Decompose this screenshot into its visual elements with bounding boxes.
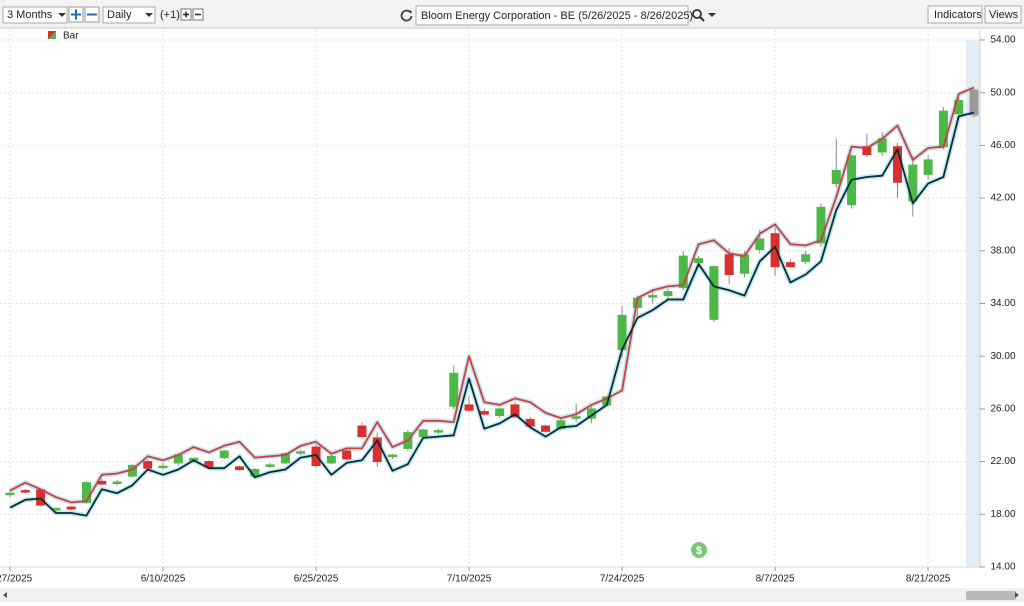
x-tick-label: 8/7/2025 <box>756 574 795 585</box>
candle-body <box>433 430 443 433</box>
candle-body <box>923 159 933 175</box>
candle-body <box>265 464 275 467</box>
candle-body <box>678 255 688 289</box>
candle-body <box>66 506 76 510</box>
candle-body <box>112 481 122 485</box>
plot-area: 14.00 18.00 22.00 26.00 30.00 34.00 38.00 42.00… <box>0 30 1016 585</box>
indicators-label: Indicators <box>934 9 982 21</box>
refresh-arrow <box>408 10 412 14</box>
candle-body <box>418 429 428 438</box>
indicators-button[interactable] <box>927 5 983 24</box>
candle-body <box>495 408 505 416</box>
candle-body <box>219 450 229 459</box>
y-tick-label: 18.00 <box>990 509 1015 520</box>
dropdown-arrow <box>708 13 716 17</box>
legend-icon-down <box>48 31 56 39</box>
candle-body <box>342 450 352 460</box>
candle-body <box>510 404 520 418</box>
band-line-glow <box>8 85 975 505</box>
y-tick-label: 26.00 <box>990 404 1015 415</box>
candle-body <box>235 466 245 471</box>
interval-select[interactable] <box>102 6 156 24</box>
interval-label: Daily <box>107 9 132 21</box>
candle-body <box>831 169 841 185</box>
y-tick-label: 38.00 <box>990 245 1015 256</box>
symbol-title: Bloom Energy Corporation - BE (5/26/2025… <box>421 10 693 22</box>
y-tick-label: 46.00 <box>990 140 1015 151</box>
plus-icon <box>183 11 189 18</box>
dividend-symbol: $ <box>696 545 702 557</box>
plus-icon <box>71 9 81 20</box>
x-tick-label: 6/10/2025 <box>141 574 186 585</box>
candle-body <box>938 110 948 148</box>
lower-band-line <box>9 111 975 517</box>
candle-body <box>449 372 459 407</box>
period-label: 3 Months <box>7 9 53 21</box>
candle-body <box>5 492 15 496</box>
candle-body <box>969 89 979 116</box>
period-select[interactable] <box>2 6 68 24</box>
legend-label: Bar <box>63 31 79 42</box>
dividend-icon[interactable] <box>691 542 707 558</box>
offset-label: (+1) <box>160 9 180 21</box>
y-tick-label: 30.00 <box>990 351 1015 362</box>
candle-body <box>158 465 168 469</box>
candle-body <box>816 206 826 244</box>
candle-body <box>20 490 30 493</box>
views-label: Views <box>989 9 1019 21</box>
candle-body <box>755 238 765 250</box>
candle-body <box>648 295 658 298</box>
candle-body <box>97 480 107 485</box>
candle-body <box>280 453 290 464</box>
y-tick-label: 50.00 <box>990 87 1015 98</box>
x-tick-label: 5/27/2025 <box>0 574 33 585</box>
candle-body <box>388 454 398 458</box>
candle-body <box>785 262 795 268</box>
candle-body <box>739 254 749 274</box>
candle-body <box>464 404 474 411</box>
views-button[interactable] <box>984 5 1022 24</box>
x-tick-label: 7/24/2025 <box>600 574 645 585</box>
upper-band-line <box>9 86 975 504</box>
candle-body <box>801 254 811 262</box>
search-handle <box>699 16 705 22</box>
x-tick-label: 7/10/2025 <box>447 574 492 585</box>
candle-body <box>571 416 581 419</box>
candle-body <box>694 258 704 264</box>
candle-body <box>143 461 153 469</box>
candle-body <box>357 425 367 438</box>
refresh-icon[interactable] <box>400 9 413 22</box>
y-tick-label: 34.00 <box>990 298 1015 309</box>
candle-body <box>479 411 489 415</box>
scrollbar[interactable] <box>0 588 1024 602</box>
band-line-glow <box>8 110 975 519</box>
candle-body <box>724 254 734 276</box>
candle-body <box>556 420 566 430</box>
y-tick-label: 42.00 <box>990 193 1015 204</box>
scrollbar-thumb[interactable] <box>966 591 1016 600</box>
candle-body <box>663 291 673 297</box>
candle-body <box>541 425 551 432</box>
candle-body <box>326 455 336 464</box>
y-tick-label: 54.00 <box>990 35 1015 46</box>
dropdown-arrow <box>58 13 66 17</box>
dropdown-arrow <box>145 13 153 17</box>
candle-body <box>36 489 46 506</box>
x-tick-label: 8/21/2025 <box>906 574 951 585</box>
symbol-box[interactable] <box>415 5 689 26</box>
x-tick-label: 6/25/2025 <box>294 574 339 585</box>
candle-body <box>204 461 214 468</box>
candle-body <box>862 146 872 156</box>
search-icon[interactable] <box>692 9 702 19</box>
y-tick-label: 22.00 <box>990 456 1015 467</box>
candle-body <box>709 266 719 320</box>
candle-body <box>296 451 306 454</box>
y-tick-label: 14.00 <box>990 562 1015 573</box>
